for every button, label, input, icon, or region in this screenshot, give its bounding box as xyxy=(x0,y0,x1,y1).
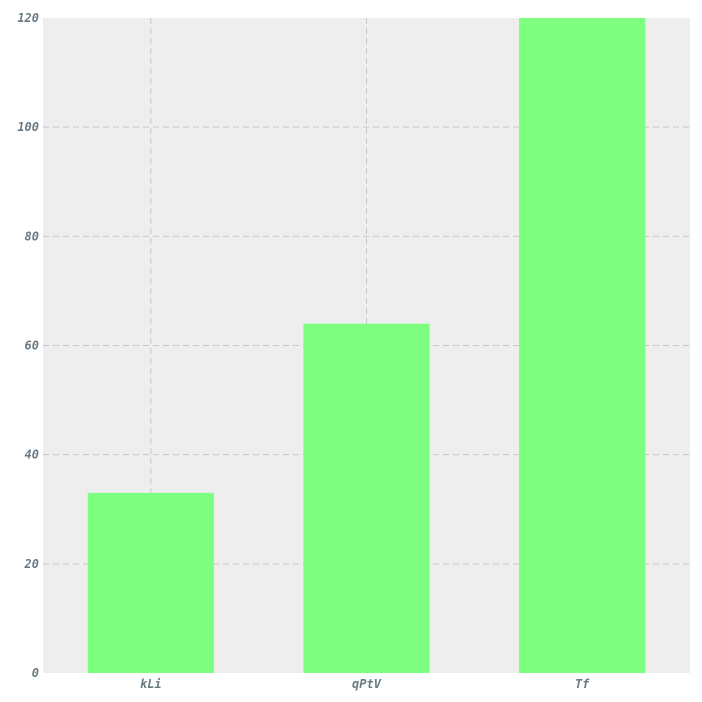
y-tick-label: 120 xyxy=(17,11,39,25)
bar-qPtV xyxy=(303,323,430,673)
y-tick-label: 0 xyxy=(32,666,39,680)
y-tick-label: 20 xyxy=(24,557,39,571)
y-tick-label: 40 xyxy=(25,448,39,462)
y-tick-label: 100 xyxy=(17,120,39,134)
bar-Tf xyxy=(519,18,646,673)
y-tick-label: 60 xyxy=(25,339,39,353)
y-tick-label: 80 xyxy=(25,229,39,243)
bar-kLi xyxy=(87,492,214,673)
y-axis-ticks: 0 20 40 60 80 100 120 xyxy=(17,11,39,680)
x-axis-ticks: kLi qPtV Tf xyxy=(140,677,590,691)
x-tick-label: qPtV xyxy=(352,677,382,691)
x-tick-label: kLi xyxy=(140,677,162,691)
bars xyxy=(87,18,646,673)
x-tick-label: Tf xyxy=(575,677,590,691)
